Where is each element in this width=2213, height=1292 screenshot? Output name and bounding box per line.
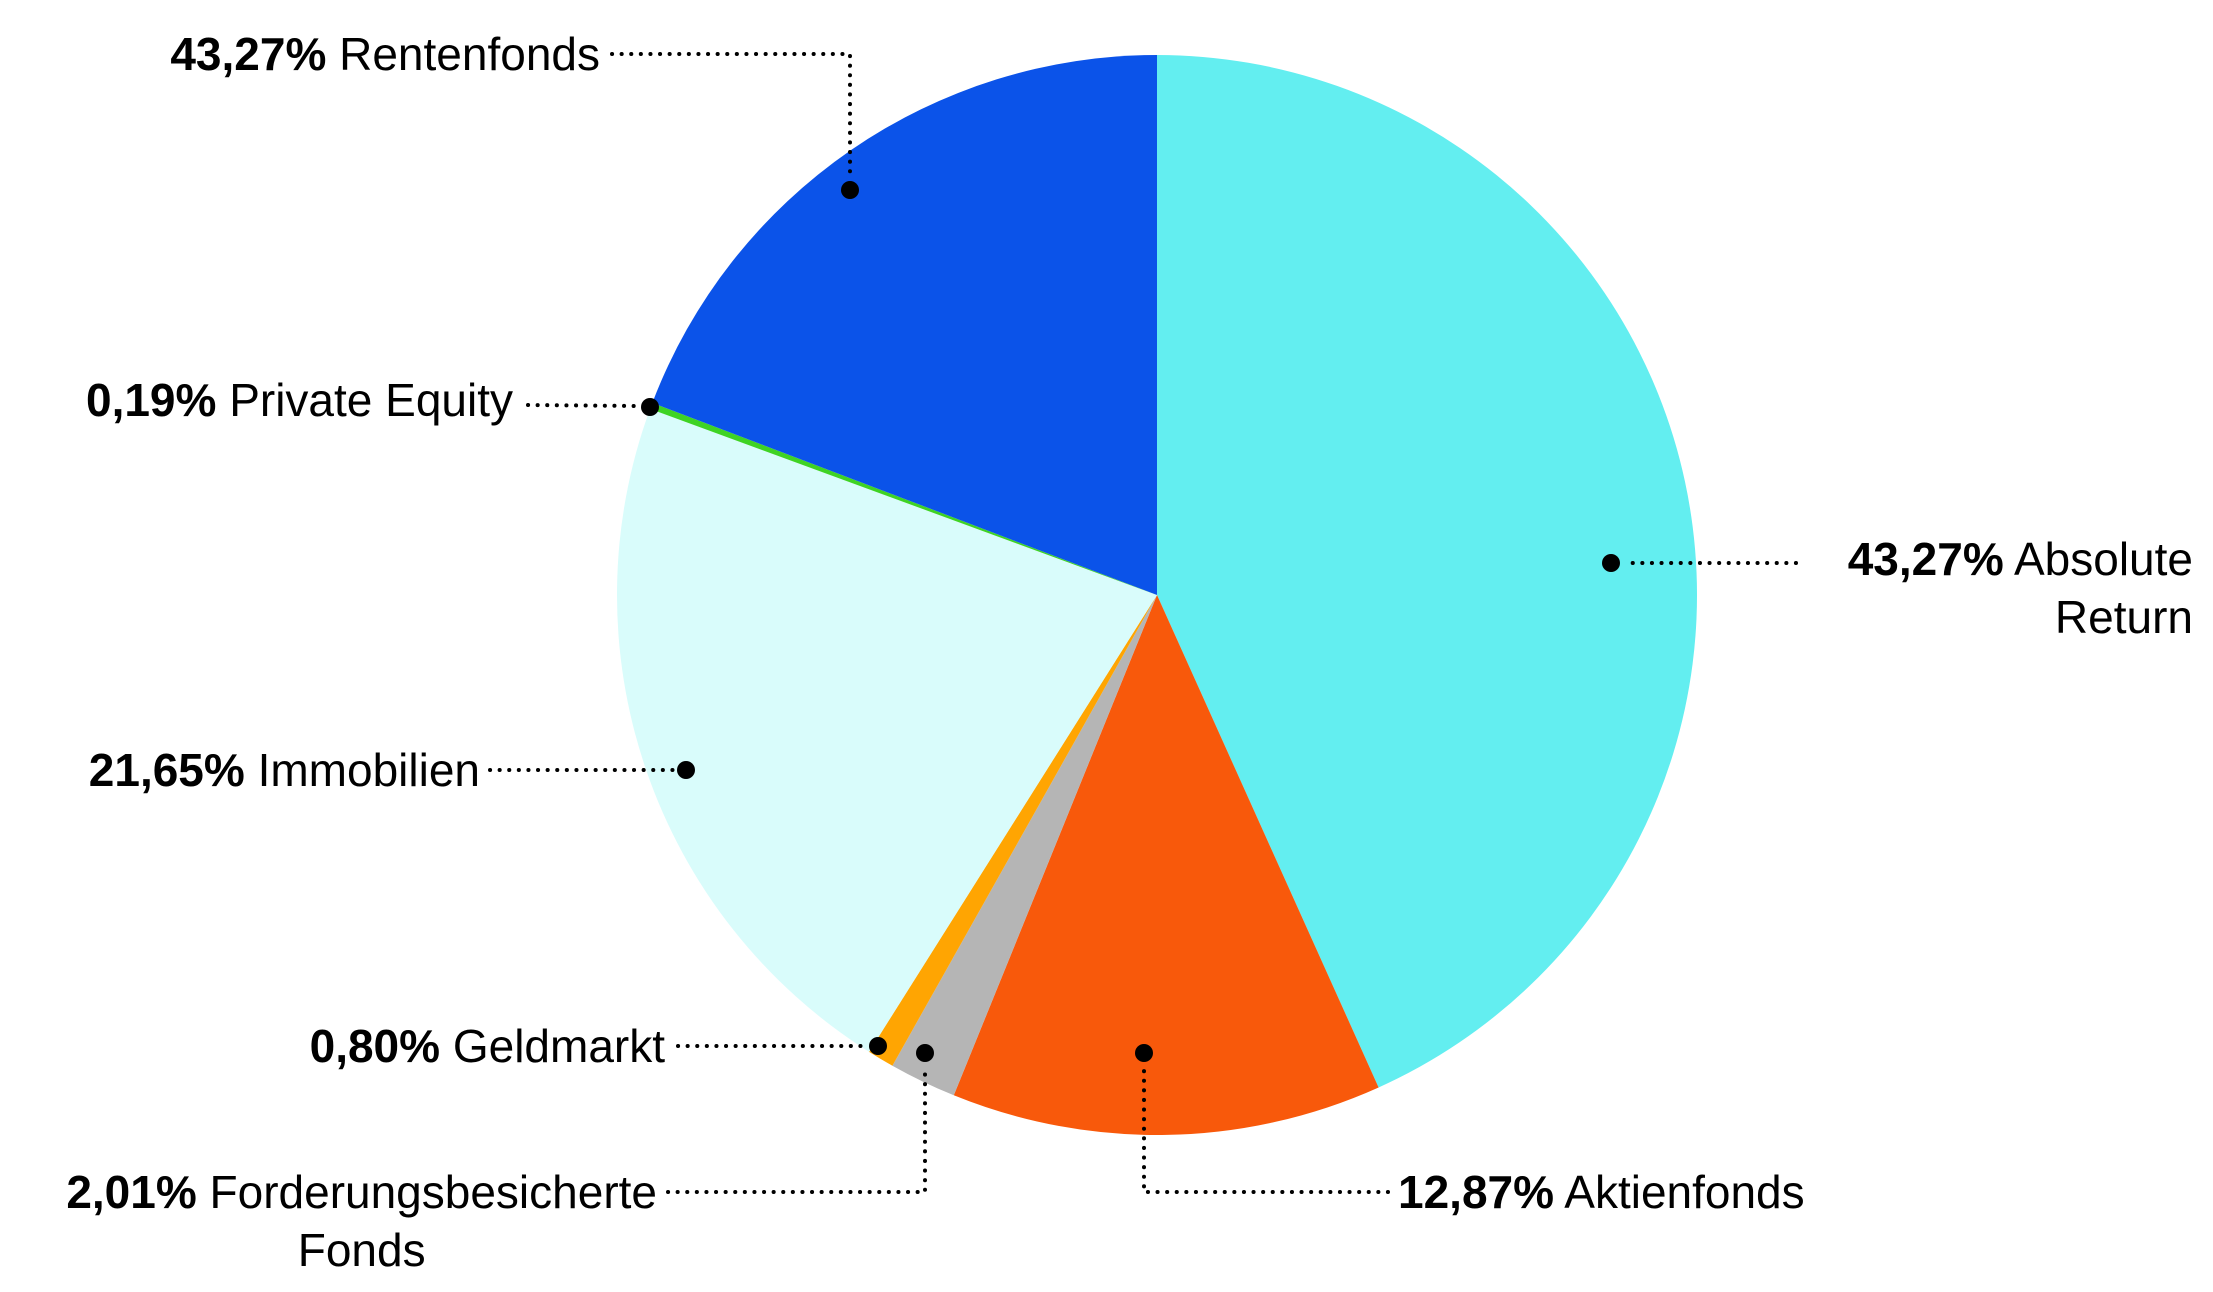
leader-line-aktienfonds	[1142, 1064, 1390, 1194]
pie-slice-private-equity	[650, 402, 1157, 595]
leader-line-forderungsbesicherte	[666, 1064, 927, 1194]
callout-immobilien-name: Immobilien	[257, 744, 480, 796]
pie-slice-geldmarkt	[869, 595, 1157, 1066]
callout-immobilien: 21,65% Immobilien	[89, 741, 480, 799]
callout-private-equity-percent: 0,19%	[85, 374, 217, 426]
callout-immobilien-percent: 21,65%	[88, 744, 245, 796]
pie-slice-forderungsbesicherte-fonds	[892, 595, 1157, 1096]
callout-aktienfonds-name: Aktienfonds	[1564, 1166, 1805, 1218]
leader-dot-aktienfonds	[1135, 1044, 1153, 1062]
callout-absolute-return-line1: 43,27% Absolute	[1848, 530, 2193, 588]
callout-aktienfonds-percent: 12,87%	[1398, 1166, 1555, 1218]
pie-slice-immobilien	[616, 408, 1157, 1052]
leader-dot-geldmarkt	[869, 1037, 887, 1055]
callout-forderungsbesicherte-name: Forderungsbesicherte	[209, 1166, 657, 1218]
callout-forderungsbesicherte-percent: 2,01%	[66, 1166, 197, 1218]
callout-private-equity-name: Private Equity	[229, 374, 513, 426]
leader-line-rentenfonds	[610, 52, 852, 180]
callout-geldmarkt-percent: 0,80%	[309, 1020, 441, 1072]
leader-dot-rentenfonds	[841, 181, 859, 199]
callout-absolute-return-name: Absolute	[2013, 533, 2193, 585]
callout-rentenfonds-name: Rentenfonds	[339, 28, 600, 80]
pie-slice-rentenfonds	[652, 55, 1157, 595]
callout-absolute-return: 43,27% Absolute Return	[1848, 530, 2193, 646]
callout-forderungsbesicherte-line1: 2,01% Forderungsbesicherte	[66, 1163, 657, 1221]
callout-absolute-return-name-line2: Return	[2054, 591, 2193, 643]
callout-geldmarkt-name: Geldmarkt	[452, 1020, 665, 1072]
callout-private-equity: 0,19% Private Equity	[86, 371, 513, 429]
pie-slice-absolute-return	[1157, 54, 1698, 1088]
leader-dot-immobilien	[677, 761, 695, 779]
leader-line-private-equity	[526, 403, 640, 408]
pie-slices	[616, 54, 1698, 1136]
callout-forderungsbesicherte: 2,01% Forderungsbesicherte Fonds	[66, 1163, 657, 1279]
leader-dot-private-equity	[641, 398, 659, 416]
leader-dot-forderungsbesicherte	[916, 1044, 934, 1062]
callout-forderungsbesicherte-name-line2: Fonds	[297, 1224, 426, 1276]
callout-absolute-return-percent: 43,27%	[1847, 533, 2004, 585]
pie-slice-aktienfonds	[953, 595, 1379, 1136]
callout-rentenfonds: 43,27% Rentenfonds	[170, 25, 600, 83]
callout-rentenfonds-percent: 43,27%	[170, 28, 327, 80]
callout-geldmarkt: 0,80% Geldmarkt	[310, 1017, 665, 1075]
leader-dot-absolute-return	[1602, 554, 1620, 572]
callout-aktienfonds: 12,87% Aktienfonds	[1398, 1163, 1805, 1221]
